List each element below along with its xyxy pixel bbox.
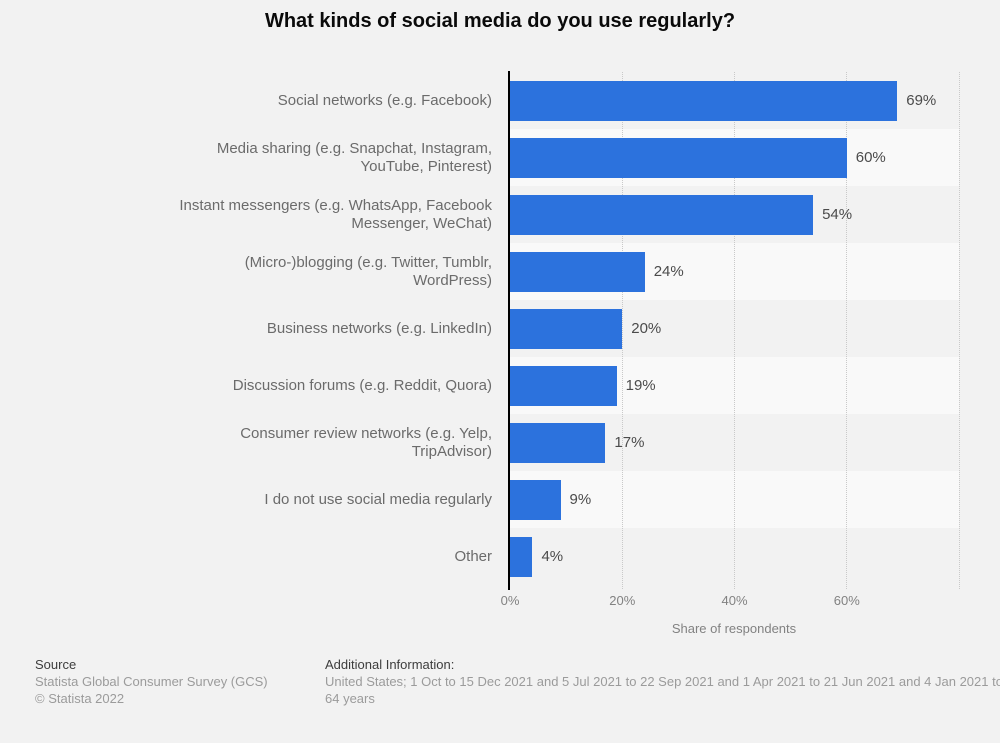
value-label: 60% <box>855 149 886 166</box>
category-label: Consumer review networks (e.g. Yelp, Trip… <box>240 424 492 460</box>
additional-info-line-1: United States; 1 Oct to 15 Dec 2021 and … <box>325 674 1000 689</box>
additional-info-heading: Additional Information: <box>325 657 455 672</box>
category-label: I do not use social media regularly <box>264 490 492 508</box>
bar <box>510 479 561 520</box>
bar <box>510 80 898 121</box>
plot-area: 69% Social networks (e.g. Facebook) 60% Med… <box>0 71 1000 590</box>
category-label: Discussion forums (e.g. Reddit, Quora) <box>232 376 492 394</box>
category-label: Social networks (e.g. Facebook) <box>277 91 492 109</box>
bar <box>510 137 847 178</box>
bar <box>510 536 533 577</box>
category-label: Instant messengers (e.g. WhatsApp, Faceb… <box>179 196 492 232</box>
category-label: (Micro-)blogging (e.g. Twitter, Tumblr, W… <box>244 253 492 289</box>
gridline <box>846 72 848 589</box>
additional-info-line-2: 64 years <box>325 691 375 706</box>
category-label: Business networks (e.g. LinkedIn) <box>266 319 492 337</box>
bar <box>510 194 814 235</box>
bar <box>510 251 645 292</box>
additional-info-block: Additional Information: United States; 1… <box>325 656 1000 707</box>
gridline <box>958 72 960 589</box>
x-axis-title: Share of respondents <box>671 621 797 636</box>
gridline <box>734 72 735 589</box>
value-label: 9% <box>569 491 592 508</box>
category-label: Other <box>454 547 492 565</box>
bar <box>510 422 606 463</box>
value-label: 24% <box>653 263 684 280</box>
value-label: 19% <box>625 377 656 394</box>
source-heading: Source <box>35 657 77 672</box>
copyright-text: © Statista 2022 <box>35 691 125 706</box>
x-tick-label: 20% <box>609 593 636 608</box>
x-tick-label: 40% <box>721 593 748 608</box>
category-label: Media sharing (e.g. Snapchat, Instagram,… <box>216 139 492 175</box>
chart-title: What kinds of social media do you use re… <box>264 10 736 32</box>
source-name: Statista Global Consumer Survey (GCS) <box>35 674 268 689</box>
bar <box>510 365 617 406</box>
value-label: 17% <box>614 434 645 451</box>
bar <box>510 308 623 349</box>
value-label: 4% <box>541 548 564 565</box>
source-block: Source Statista Global Consumer Survey (… <box>35 656 268 707</box>
x-tick-label: 60% <box>833 593 860 608</box>
gridline <box>621 72 623 589</box>
x-tick-label: 0% <box>500 593 520 608</box>
value-label: 20% <box>631 320 662 337</box>
value-label: 69% <box>906 92 937 109</box>
value-label: 54% <box>822 206 853 223</box>
y-axis-line <box>508 71 510 590</box>
